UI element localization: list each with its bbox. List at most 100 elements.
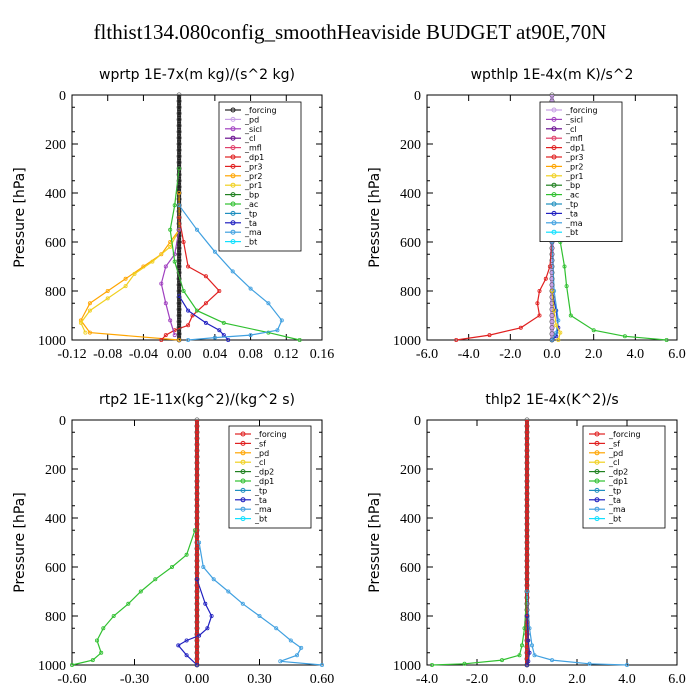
legend-label: _ta [608,496,621,505]
series-line-ma [198,542,323,666]
legend-label: _forcing [565,106,598,115]
legend-marker [230,107,236,113]
legend-label: _ta [254,496,267,505]
series-point [194,570,200,576]
legend-label: _pd [608,449,623,458]
y-tick-label: 600 [400,236,421,251]
series-point [524,503,530,509]
series-line-pr1 [551,290,561,341]
series-point [524,595,530,601]
series-point [543,276,548,281]
series-point [192,528,197,533]
series-point [524,546,530,552]
y-tick-label: 600 [45,236,66,251]
legend-label: _mfl [244,144,262,153]
series-point [257,614,262,619]
legend-label: _pr2 [244,172,262,181]
series-point [176,166,182,172]
series-point [487,333,492,338]
legend-marker [594,440,600,446]
chart-panel-2: wpthlp 1E-4x(m K)/s^2 0 200 400 600 800 1000-6… [367,67,686,362]
series-point [194,663,199,668]
series-point [562,264,567,269]
series-point [176,147,182,153]
series-point [194,417,200,423]
series-point [90,658,95,663]
series-point [176,172,182,178]
series-point [524,515,530,521]
y-tick-label: 800 [45,285,66,300]
legend-marker [230,163,236,169]
series-point [123,276,128,281]
series-point [194,607,200,613]
legend-label: _pr3 [244,162,262,171]
legend-label: _ma [254,505,272,514]
series-point [524,607,530,613]
legend-marker [551,173,557,179]
series-point [203,301,208,306]
legend-label: _bt [254,515,267,524]
series-point [549,294,555,300]
legend-marker [230,239,236,245]
series-point [550,288,555,293]
series-point [172,203,177,208]
series-point [194,435,200,441]
y-tick-label: 1000 [393,334,421,349]
x-tick-label: 0.16 [310,347,335,362]
series-point [454,337,459,342]
legend-label: _bt [565,228,578,237]
legend-marker [230,135,236,141]
series-point [194,564,200,570]
series-point [194,497,200,503]
series-point [524,552,530,558]
series-point [564,284,569,289]
legend-marker [551,210,557,216]
series-point [549,270,555,276]
series-point [524,429,530,435]
series-point [194,619,200,625]
series-point [176,104,182,110]
x-tick-label: 6.0 [668,672,686,687]
series-point [194,539,200,545]
series-point [524,637,530,643]
y-axis-label: Pressure [hPa] [12,492,28,592]
series-point [194,521,200,527]
y-tick-label: 0 [59,89,66,104]
series-point [524,558,530,564]
legend-label: _cl [244,134,256,143]
x-tick-label: 0.0 [518,672,536,687]
series-point [176,110,182,116]
y-tick-label: 600 [45,561,66,576]
panel-title: thlp2 1E-4x(K^2)/s [485,392,618,408]
series-point [524,533,530,539]
legend-marker [594,469,600,475]
y-axis-label: Pressure [hPa] [12,167,28,267]
y-tick-label: 400 [400,187,421,202]
series-point [132,271,137,276]
series-point [524,423,530,429]
series-point [176,208,182,214]
y-tick-label: 800 [45,610,66,625]
series-point [176,135,182,141]
series-point [537,288,542,293]
series-point [547,264,552,269]
series-point [549,245,555,251]
legend-label: _ta [565,209,578,218]
series-point [194,423,200,429]
series-point [524,527,530,533]
legend-marker [230,173,236,179]
legend-label: _dp1 [565,144,585,153]
series-point [524,472,530,478]
series-point [194,527,200,533]
x-tick-label: 4.0 [627,347,645,362]
series-point [664,337,669,342]
series-point [294,653,299,658]
x-tick-label: -0.30 [120,672,149,687]
legend-marker [594,506,600,512]
series-point [558,330,563,335]
series-point [176,233,182,239]
figure-title: flthist134.080config_smoothHeaviside BUD… [93,20,607,44]
legend-label: _forcing [244,106,277,115]
x-tick-label: -2.0 [499,347,521,362]
legend-label: _sf [608,439,620,448]
